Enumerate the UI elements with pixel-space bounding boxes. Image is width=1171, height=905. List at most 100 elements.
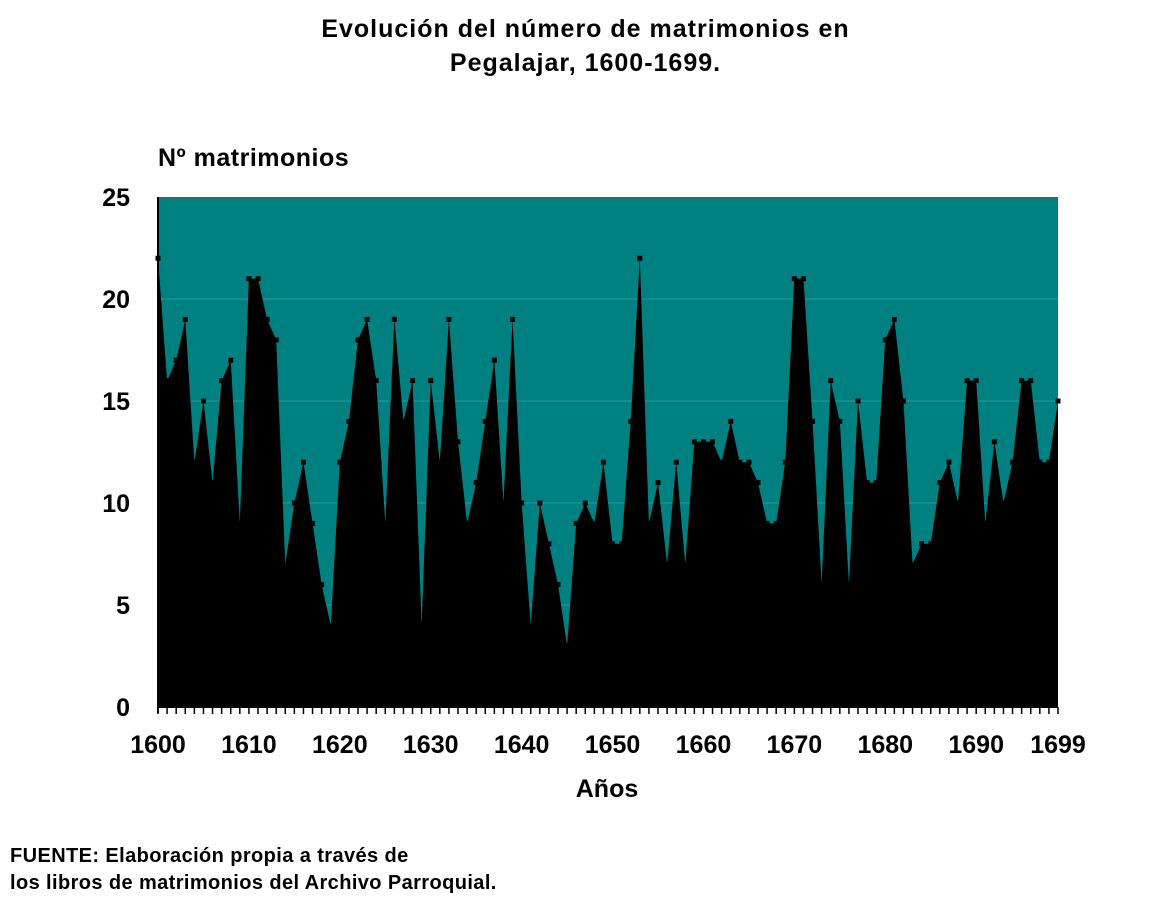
data-point (282, 561, 288, 567)
data-point (437, 459, 443, 465)
data-point (364, 316, 370, 322)
data-point (1055, 398, 1061, 404)
data-point (964, 378, 970, 384)
data-point (410, 378, 416, 384)
chart-title-line-1: Evolución del número de matrimonios en (321, 15, 850, 43)
x-tick-label: 1620 (312, 731, 368, 759)
data-point (491, 357, 497, 363)
data-point (428, 378, 434, 384)
data-point (1028, 378, 1034, 384)
data-point (910, 561, 916, 567)
x-tick-label: 1640 (494, 731, 550, 759)
x-tick-label: 1680 (857, 731, 913, 759)
series-area (158, 258, 1058, 707)
data-point (710, 439, 716, 445)
data-point (946, 459, 952, 465)
data-point (691, 439, 697, 445)
data-point (655, 480, 661, 486)
data-point (810, 418, 816, 424)
data-point (1000, 500, 1006, 506)
chart-title-line-2: Pegalajar, 1600-1699. (449, 49, 722, 77)
data-point (355, 337, 361, 343)
data-point (700, 439, 706, 445)
x-tick-label: 1699 (1030, 731, 1086, 759)
data-point (600, 459, 606, 465)
data-point (737, 459, 743, 465)
data-point (564, 643, 570, 649)
data-point (510, 316, 516, 322)
data-point (628, 418, 634, 424)
data-point (391, 316, 397, 322)
data-point (619, 541, 625, 547)
data-point (864, 480, 870, 486)
data-point (546, 541, 552, 547)
data-point (673, 459, 679, 465)
data-point (246, 276, 252, 282)
x-axis-label: Años (575, 775, 639, 803)
data-point (537, 500, 543, 506)
data-point (528, 622, 534, 628)
data-point (473, 480, 479, 486)
data-point (800, 276, 806, 282)
data-point (791, 276, 797, 282)
data-point (337, 459, 343, 465)
data-point (300, 459, 306, 465)
y-tick-label: 5 (116, 592, 130, 620)
data-point (173, 357, 179, 363)
x-tick-label: 1610 (221, 731, 277, 759)
data-point (928, 541, 934, 547)
data-point (1037, 459, 1043, 465)
data-point (310, 520, 316, 526)
data-point (346, 418, 352, 424)
x-tick-label: 1660 (676, 731, 732, 759)
data-point (819, 582, 825, 588)
data-point (991, 439, 997, 445)
data-point (1046, 459, 1052, 465)
data-point (764, 520, 770, 526)
x-tick-label: 1630 (403, 731, 459, 759)
data-point (164, 378, 170, 384)
source-line-2: los libros de matrimonios del Archivo Pa… (10, 872, 497, 894)
data-point (210, 480, 216, 486)
x-tick-label: 1670 (767, 731, 823, 759)
data-point (919, 541, 925, 547)
data-point (746, 459, 752, 465)
data-point (519, 500, 525, 506)
data-point (1010, 459, 1016, 465)
data-point (782, 459, 788, 465)
data-point (755, 480, 761, 486)
data-point (455, 439, 461, 445)
data-point (637, 255, 643, 261)
data-point (891, 316, 897, 322)
data-point (264, 316, 270, 322)
data-point (464, 520, 470, 526)
x-tick-label: 1690 (948, 731, 1004, 759)
chart-title: Evolución del número de matrimonios en P… (0, 12, 1171, 80)
x-tick-labels: 1600 1610 1620 1630 1640 1650 1660 1670 1680 1690… (130, 731, 1086, 759)
y-tick-labels: 0 5 10 15 20 25 (102, 184, 130, 722)
axes (157, 197, 1059, 714)
data-markers (155, 255, 1061, 649)
data-point (382, 520, 388, 526)
data-point (446, 316, 452, 322)
data-point (228, 357, 234, 363)
y-tick-label: 10 (102, 490, 130, 518)
data-point (255, 276, 261, 282)
data-point (482, 418, 488, 424)
y-axis-label: Nº matrimonios (158, 144, 350, 172)
data-point (900, 398, 906, 404)
data-point (882, 337, 888, 343)
data-point (982, 520, 988, 526)
data-point (200, 398, 206, 404)
x-tick-label: 1650 (585, 731, 641, 759)
data-point (319, 582, 325, 588)
data-point (855, 398, 861, 404)
y-tick-label: 0 (116, 694, 130, 722)
data-point (582, 500, 588, 506)
data-point (719, 459, 725, 465)
data-point (237, 520, 243, 526)
data-point (937, 480, 943, 486)
data-point (591, 520, 597, 526)
data-point (500, 500, 506, 506)
